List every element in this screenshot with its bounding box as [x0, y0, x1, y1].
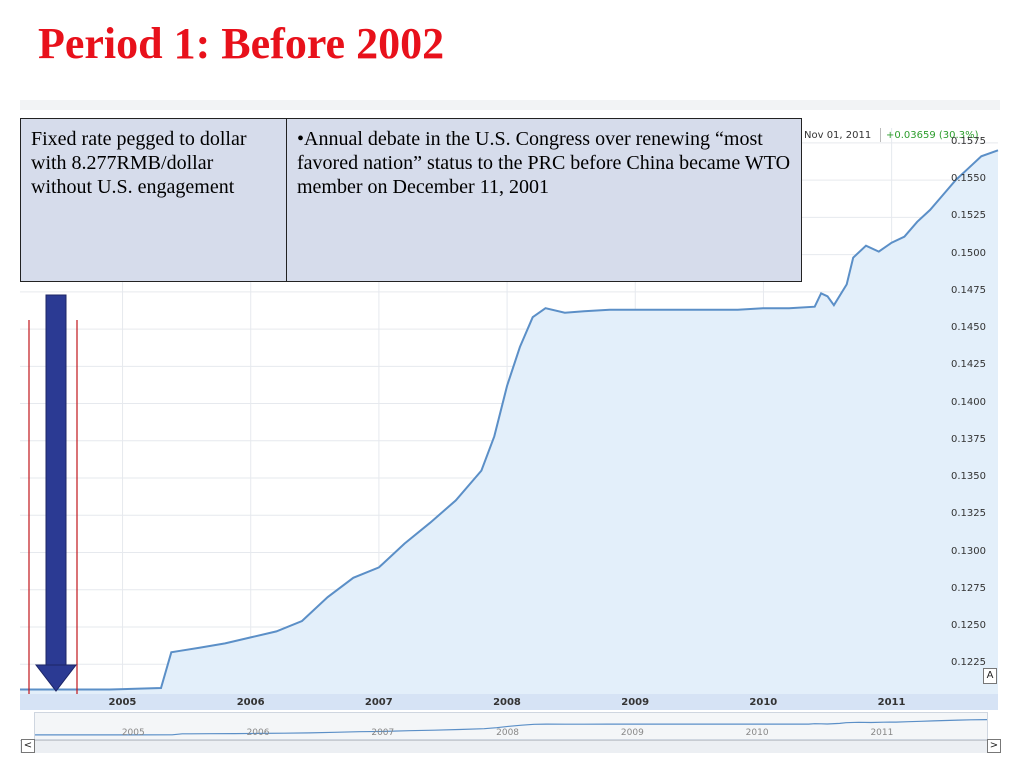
- chart-toolbar-strip: [20, 100, 1000, 110]
- arrow-head: [34, 664, 78, 692]
- chart-date-label: Nov 01, 2011: [804, 130, 872, 141]
- navigator-tick-label: 2008: [496, 728, 520, 738]
- x-tick-label: 2006: [236, 697, 265, 708]
- info-right-cell: •Annual debate in the U.S. Congress over…: [297, 128, 791, 198]
- y-tick-label: 0.1250: [951, 619, 986, 631]
- x-tick-label: 2005: [108, 697, 137, 708]
- navigator-tick-label: 2010: [745, 728, 769, 738]
- navigator-tick-label: 2009: [620, 728, 644, 738]
- rate-area-fill: [20, 150, 998, 695]
- y-tick-label: 0.1450: [951, 322, 986, 334]
- arrow-shaft: [45, 294, 67, 666]
- period-down-arrow: [34, 294, 78, 692]
- y-tick-label: 0.1350: [951, 471, 986, 483]
- time-navigator[interactable]: [34, 712, 988, 740]
- x-axis-bar: [20, 694, 998, 710]
- y-tick-label: 0.1275: [951, 582, 986, 594]
- navigator-tick-label: 2005: [121, 728, 145, 738]
- info-left-cell: Fixed rate pegged to dollar with 8.277RM…: [21, 119, 287, 281]
- y-tick-label: 0.1575: [951, 135, 986, 147]
- navigator-tick-label: 2011: [870, 728, 894, 738]
- y-tick-label: 0.1525: [951, 210, 986, 222]
- navigator-line: [35, 719, 988, 736]
- chart-change-label: +0.03659 (30.3%): [886, 130, 979, 141]
- x-tick-label: 2008: [493, 697, 521, 708]
- y-tick-label: 0.1300: [951, 545, 986, 557]
- navigator-tick-label: 2006: [246, 728, 270, 738]
- navigator-tick-label: 2007: [371, 728, 395, 738]
- y-tick-label: 0.1475: [951, 284, 986, 296]
- y-tick-label: 0.1425: [951, 359, 986, 371]
- y-tick-label: 0.1500: [951, 247, 986, 259]
- x-tick-label: 2009: [621, 697, 650, 708]
- y-tick-label: 0.1375: [951, 433, 986, 445]
- rate-series-line: [20, 149, 999, 691]
- y-tick-label: 0.1550: [951, 173, 986, 185]
- slide-title: Period 1: Before 2002: [38, 19, 445, 68]
- y-tick-label: 0.1400: [951, 396, 986, 408]
- header-divider: [880, 128, 881, 142]
- x-tick-label: 2007: [364, 697, 393, 708]
- navigator-sparkline: [35, 719, 988, 736]
- x-tick-label: 2010: [749, 697, 778, 708]
- scroll-left-button[interactable]: <: [21, 739, 35, 753]
- info-box: Fixed rate pegged to dollar with 8.277RM…: [20, 118, 802, 282]
- y-tick-label: 0.1225: [951, 657, 986, 669]
- scroll-right-button[interactable]: >: [987, 739, 1001, 753]
- y-tick-label: 0.1325: [951, 508, 986, 520]
- reset-zoom-button[interactable]: A: [983, 668, 997, 684]
- x-tick-label: 2011: [877, 697, 906, 708]
- chart-scrollbar[interactable]: [20, 740, 1000, 753]
